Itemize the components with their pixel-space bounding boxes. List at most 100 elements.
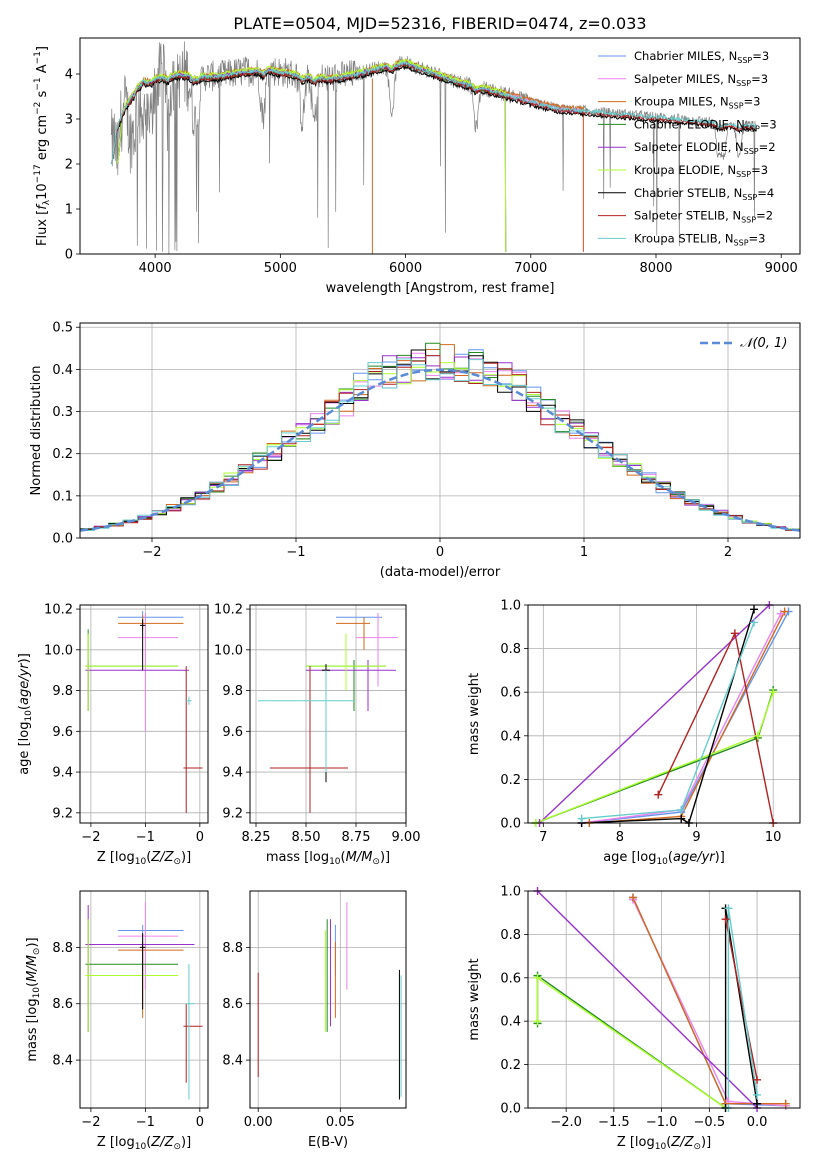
spectrum-panel: 4000 5000 6000 7000 8000 9000 0 1 2 3 4 wavelength … — [33, 37, 801, 296]
plot-area — [257, 902, 402, 1100]
mass-vs-ebv-panel: 0.00 0.05 8.4 8.6 8.8 E(B-V) — [222, 890, 407, 1150]
x-tick-label: −1 — [286, 545, 305, 560]
weight-marker-kroupa-stelib — [677, 805, 686, 814]
legend-subscript: SSP — [734, 238, 749, 247]
legend-subscript: SSP — [745, 124, 760, 133]
y-tick-label: 0.4 — [500, 729, 521, 744]
plot-area — [258, 613, 398, 813]
plot-area — [85, 902, 203, 1100]
weight-line-chabrier-stelib — [581, 609, 755, 823]
y-tick-label: 1 — [65, 203, 73, 218]
weight-vs-metallicity-panel: −2.0 −1.5 −1.0 −0.5 0.0 0.0 0.2 0.4 0.6 0.8 1.0 Z [… — [467, 885, 801, 1152]
axes-frame — [79, 604, 209, 824]
y-tick-label: 0.6 — [500, 686, 521, 701]
y-tick-label: 0.3 — [52, 405, 73, 420]
y-tick-label: 0.5 — [52, 321, 73, 336]
x-tick-label: 0.0 — [747, 1115, 768, 1130]
x-tick-label: 6000 — [389, 261, 422, 276]
model-spectrum-kroupa-elodie — [117, 58, 507, 252]
legend-subscript: SSP — [742, 193, 757, 202]
y-tick-label: 0.8 — [500, 642, 521, 657]
y-tick-label: 9.6 — [222, 725, 243, 740]
plot-area — [535, 605, 790, 823]
weight-line-salpeter-miles — [581, 613, 782, 823]
legend-subscript: SSP — [729, 102, 744, 111]
weight-marker-salpeter-stelib — [730, 629, 739, 638]
legend-label-kroupa-miles: Kroupa MILES, NSSP=3 — [634, 95, 760, 111]
y-tick-label: 1.0 — [500, 599, 521, 614]
y-tick-label: 0.2 — [52, 447, 73, 462]
legend-suffix: =2 — [759, 140, 776, 154]
weight-line-kroupa-elodie — [535, 691, 774, 823]
axes-frame — [79, 890, 209, 1109]
weight-marker-kroupa-miles — [781, 1099, 790, 1108]
weight-marker-kroupa-miles — [628, 893, 637, 902]
x-tick-label: 8.75 — [342, 830, 371, 845]
x-tick-label: 0.05 — [326, 1115, 355, 1130]
weight-line-kroupa-stelib — [581, 622, 755, 820]
y-tick-label: 0.1 — [52, 489, 73, 504]
axes-frame — [249, 604, 407, 824]
y-tick-label: 9.4 — [52, 766, 73, 781]
y-tick-label: 1.0 — [500, 885, 521, 900]
weight-marker-chabrier-stelib — [677, 814, 686, 823]
legend-suffix: =4 — [757, 186, 774, 200]
weight-marker-kroupa-miles — [780, 607, 789, 616]
x-axis-label: wavelength [Angstrom, rest frame] — [326, 281, 555, 296]
y-axis-label: Normed distribution — [29, 366, 44, 496]
x-axis-label: E(B-V) — [308, 1135, 348, 1150]
y-tick-label: 9.2 — [52, 806, 73, 821]
y-tick-label: 10.0 — [214, 643, 243, 658]
axes-frame — [527, 604, 801, 824]
age-vs-metallicity-panel: −2 −1 0 9.2 9.4 9.6 9.8 10.0 10.2 Z [log10(Z/Z⊙)]… — [17, 603, 209, 867]
weight-marker-chabrier-stelib — [753, 1099, 762, 1108]
axes-frame — [79, 37, 801, 255]
y-tick-label: 0.0 — [52, 532, 73, 547]
y-axis-label: mass [log10(M/M⊙)] — [25, 937, 42, 1061]
x-tick-label: 8.25 — [242, 830, 271, 845]
y-tick-label: 0.4 — [52, 363, 73, 378]
legend-label-chabrier-miles: Chabrier MILES, NSSP=3 — [634, 49, 769, 65]
x-tick-label: 5000 — [264, 261, 297, 276]
weight-vs-age-panel: 7 8 9 10 0.0 0.2 0.4 0.6 0.8 1.0 age [log10(age/yr… — [467, 599, 801, 867]
model-spectrum-kroupa-stelib — [110, 60, 757, 165]
mass-vs-metallicity-panel: −2 −1 0 8.4 8.6 8.8 Z [log10(Z/Z⊙)] mass [log10… — [25, 890, 209, 1152]
legend-suffix: =3 — [752, 49, 769, 63]
legend-text: Kroupa STELIB, N — [634, 231, 734, 245]
x-axis-label: age [log10(age/yr)] — [603, 850, 725, 867]
x-tick-label: 2 — [724, 545, 732, 560]
weight-line-chabrier-elodie — [535, 689, 774, 823]
legend-subscript: SSP — [741, 216, 756, 225]
x-tick-label: −1.5 — [598, 1115, 630, 1130]
legend-suffix: =3 — [751, 163, 768, 177]
y-axis-label: Flux [fλ10−17 erg cm−2 s−1 A−1] — [33, 46, 52, 246]
x-tick-label: 9000 — [765, 261, 798, 276]
y-tick-label: 10.0 — [44, 643, 73, 658]
y-tick-label: 0.2 — [500, 773, 521, 788]
x-tick-label: −1 — [136, 1115, 155, 1130]
legend-subscript: SSP — [737, 56, 752, 65]
axes-frame — [79, 322, 801, 539]
weight-line-salpeter-elodie — [539, 605, 770, 823]
x-tick-label: 0 — [436, 545, 444, 560]
weight-marker-kroupa-stelib — [724, 904, 733, 913]
x-tick-label: 10 — [765, 830, 782, 845]
x-tick-label: −1 — [136, 830, 155, 845]
x-axis-label: mass [log10(M/M⊙)] — [266, 850, 390, 867]
x-tick-label: −2 — [142, 545, 161, 560]
x-tick-label: −2 — [81, 830, 100, 845]
x-tick-label: 0 — [196, 1115, 204, 1130]
weight-line-chabrier-stelib — [724, 908, 758, 1108]
weight-line-kroupa-elodie — [536, 976, 726, 1108]
residuals-panel: −2 −1 0 1 2 0.0 0.1 0.2 0.3 0.4 0.5 (data-model)/er… — [29, 321, 801, 580]
legend-label-normal: 𝒩(0, 1) — [740, 336, 787, 351]
weight-marker-salpeter-stelib — [654, 790, 663, 799]
figure-title: PLATE=0504, MJD=52316, FIBERID=0474, z=0… — [233, 14, 646, 33]
y-axis-label: mass weight — [467, 673, 482, 755]
legend-text: Kroupa ELODIE, N — [634, 163, 736, 177]
y-tick-label: 9.2 — [222, 806, 243, 821]
weight-line-salpeter-stelib — [724, 919, 758, 1080]
y-tick-label: 0.4 — [500, 1015, 521, 1030]
legend-label-chabrier-stelib: Chabrier STELIB, NSSP=4 — [634, 186, 774, 202]
y-tick-label: 3 — [65, 113, 73, 128]
